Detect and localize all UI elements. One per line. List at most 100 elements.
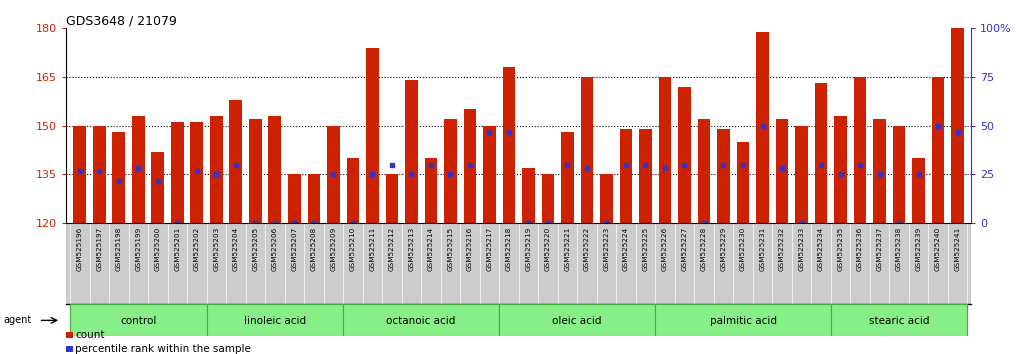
Bar (230, 100, 242, 223)
Bar (366, 48, 378, 223)
Bar (132, 116, 144, 223)
Bar (834, 116, 847, 223)
Text: percentile rank within the sample: percentile rank within the sample (75, 344, 251, 354)
Text: GSM525239: GSM525239 (915, 226, 921, 270)
Text: GSM525224: GSM525224 (623, 226, 629, 270)
Text: GSM525229: GSM525229 (720, 226, 726, 270)
Bar (659, 77, 671, 223)
Bar (73, 126, 86, 223)
Text: GSM525230: GSM525230 (740, 226, 746, 270)
Bar (347, 158, 359, 223)
Text: GSM525220: GSM525220 (545, 226, 551, 270)
Text: GSM525213: GSM525213 (409, 226, 414, 270)
Bar (698, 119, 710, 223)
Text: GSM525215: GSM525215 (447, 226, 454, 270)
Text: GSM525198: GSM525198 (116, 226, 122, 270)
Bar (893, 126, 905, 223)
Bar (831, 304, 967, 336)
Text: GSM525238: GSM525238 (896, 226, 902, 270)
Bar (327, 126, 340, 223)
Bar (93, 126, 106, 223)
Bar (70, 304, 206, 336)
Bar (152, 152, 164, 223)
Bar (561, 132, 574, 223)
Bar (206, 304, 343, 336)
Text: GSM525202: GSM525202 (194, 226, 199, 270)
Bar (795, 126, 807, 223)
Bar (736, 142, 750, 223)
Text: GSM525212: GSM525212 (388, 226, 395, 270)
Bar (776, 119, 788, 223)
Bar (444, 119, 457, 223)
Text: GSM525196: GSM525196 (76, 226, 82, 270)
Text: oleic acid: oleic acid (552, 316, 602, 326)
Text: stearic acid: stearic acid (869, 316, 930, 326)
Text: GSM525233: GSM525233 (798, 226, 804, 270)
Bar (171, 122, 184, 223)
Bar (655, 304, 831, 336)
Text: GSM525207: GSM525207 (291, 226, 297, 270)
Text: GSM525225: GSM525225 (643, 226, 649, 270)
Bar (113, 132, 125, 223)
Text: GSM525219: GSM525219 (526, 226, 532, 270)
Bar (619, 129, 633, 223)
Text: GSM525209: GSM525209 (331, 226, 337, 270)
Bar (757, 32, 769, 223)
Bar (288, 175, 301, 223)
Text: GSM525200: GSM525200 (155, 226, 161, 270)
Text: GDS3648 / 21079: GDS3648 / 21079 (66, 14, 177, 27)
Text: GSM525227: GSM525227 (681, 226, 687, 270)
Text: GSM525211: GSM525211 (369, 226, 375, 270)
Bar (815, 84, 828, 223)
Text: GSM525222: GSM525222 (584, 226, 590, 270)
Text: GSM525205: GSM525205 (252, 226, 258, 270)
Bar (600, 175, 613, 223)
Text: GSM525201: GSM525201 (174, 226, 180, 270)
Bar (210, 116, 223, 223)
Bar (343, 304, 499, 336)
Bar (307, 175, 320, 223)
Bar (385, 175, 399, 223)
Bar (951, 28, 964, 223)
Bar (639, 129, 652, 223)
Bar (502, 67, 516, 223)
Text: GSM525218: GSM525218 (505, 226, 512, 270)
Text: GSM525228: GSM525228 (701, 226, 707, 270)
Text: GSM525217: GSM525217 (486, 226, 492, 270)
Text: GSM525237: GSM525237 (877, 226, 883, 270)
Text: GSM525197: GSM525197 (97, 226, 103, 270)
Bar (717, 129, 730, 223)
Text: agent: agent (3, 315, 32, 325)
Text: GSM525234: GSM525234 (818, 226, 824, 270)
Text: palmitic acid: palmitic acid (710, 316, 777, 326)
Bar (853, 77, 866, 223)
Bar (405, 80, 418, 223)
Bar (483, 126, 495, 223)
Text: GSM525204: GSM525204 (233, 226, 239, 270)
Text: control: control (120, 316, 157, 326)
Text: octanoic acid: octanoic acid (386, 316, 456, 326)
Text: count: count (75, 330, 105, 340)
Text: GSM525208: GSM525208 (311, 226, 317, 270)
Bar (542, 175, 554, 223)
Bar (464, 109, 476, 223)
Text: GSM525223: GSM525223 (603, 226, 609, 270)
Text: GSM525210: GSM525210 (350, 226, 356, 270)
Text: GSM525206: GSM525206 (272, 226, 278, 270)
Bar (932, 77, 945, 223)
Text: GSM525235: GSM525235 (838, 226, 843, 270)
Bar (874, 119, 886, 223)
Text: GSM525226: GSM525226 (662, 226, 668, 270)
Bar (499, 304, 655, 336)
Text: GSM525214: GSM525214 (428, 226, 434, 270)
Text: GSM525236: GSM525236 (857, 226, 863, 270)
Text: GSM525241: GSM525241 (955, 226, 961, 270)
Bar (424, 158, 437, 223)
Bar (581, 77, 593, 223)
Text: GSM525216: GSM525216 (467, 226, 473, 270)
Bar (522, 168, 535, 223)
Bar (912, 158, 924, 223)
Text: GSM525203: GSM525203 (214, 226, 220, 270)
Bar (249, 119, 261, 223)
Text: GSM525199: GSM525199 (135, 226, 141, 270)
